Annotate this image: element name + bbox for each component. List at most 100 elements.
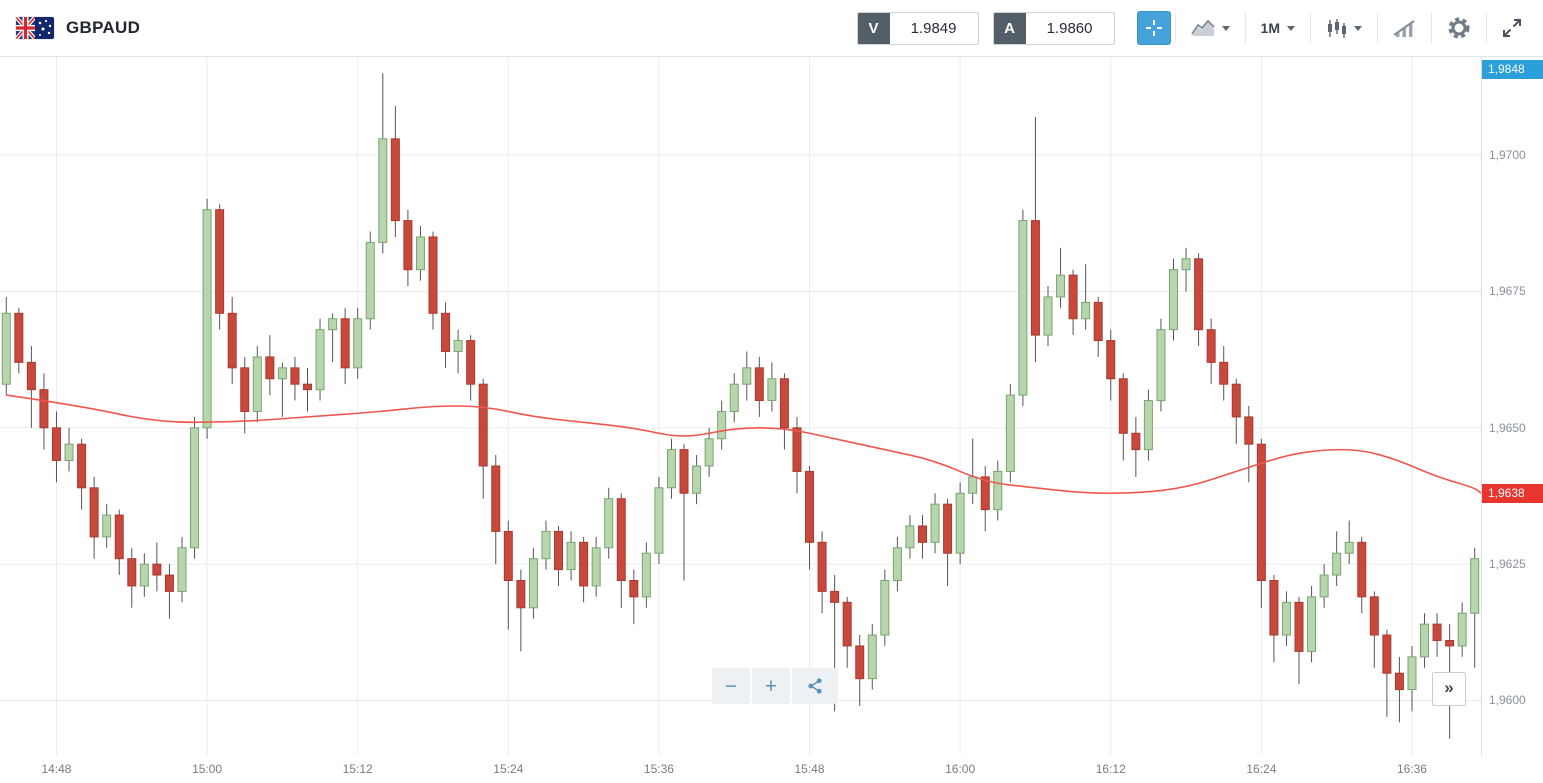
- candle-down: [39, 389, 49, 429]
- candle-up: [1281, 601, 1291, 636]
- candle-up: [1043, 296, 1053, 336]
- candle-up: [654, 487, 664, 554]
- price-tick-label: 1,9625: [1489, 557, 1526, 572]
- candle-down: [855, 645, 865, 680]
- candle-down: [917, 525, 927, 543]
- candle-down: [1256, 443, 1266, 581]
- candle-up: [641, 552, 651, 598]
- candle-down: [754, 367, 764, 402]
- price-axis[interactable]: 1,9700 1,9675 1,9650 1,9625 1,9600 1,9848 1,96…: [1481, 57, 1543, 755]
- price-tick-label: 1,9675: [1489, 284, 1526, 299]
- chart-style-button[interactable]: [1180, 8, 1241, 48]
- scroll-to-latest-button[interactable]: »: [1432, 672, 1466, 706]
- indicators-button[interactable]: [1382, 8, 1427, 48]
- candle-up: [252, 356, 262, 412]
- time-tick-label: 14:48: [41, 762, 72, 776]
- share-button[interactable]: [792, 668, 838, 704]
- candle-up: [1081, 301, 1091, 320]
- time-tick-label: 15:24: [493, 762, 524, 776]
- candle-up: [528, 558, 538, 609]
- candle-up: [202, 209, 212, 429]
- expand-icon: [1503, 19, 1521, 37]
- separator: [1244, 13, 1246, 43]
- gbp-aud-flag-icon: [16, 17, 54, 39]
- candle-up: [729, 383, 739, 412]
- candle-up: [1407, 656, 1417, 691]
- candle-up: [1056, 274, 1066, 298]
- candle-down: [1357, 541, 1367, 598]
- candle-up: [1319, 574, 1329, 598]
- candle-up: [880, 580, 890, 636]
- candle-down: [679, 449, 689, 494]
- candle-up: [1307, 596, 1317, 652]
- candle-down: [792, 427, 802, 472]
- candle-down: [390, 138, 400, 222]
- candle-down: [491, 465, 501, 532]
- crosshair-icon: [1145, 20, 1162, 36]
- candle-down: [1106, 340, 1116, 380]
- sell-quote[interactable]: V 1.9849: [856, 11, 979, 45]
- buy-quote[interactable]: A 1.9860: [992, 11, 1115, 45]
- candle-down: [516, 580, 526, 609]
- candle-down: [164, 574, 174, 592]
- candle-down: [51, 427, 61, 462]
- indicators-icon: [1393, 19, 1415, 37]
- toolbar-controls: V 1.9849 A 1.9860 1M: [856, 0, 1533, 57]
- candle-down: [1445, 639, 1455, 647]
- candle-down: [830, 590, 840, 603]
- timeframe-label: 1M: [1260, 20, 1280, 36]
- buy-tag: A: [993, 12, 1026, 44]
- candle-up: [1344, 541, 1354, 554]
- candle-up: [692, 465, 702, 494]
- candle-down: [1194, 258, 1204, 331]
- candle-up: [742, 367, 752, 385]
- instrument-info: GBPAUD: [16, 17, 140, 39]
- separator: [1486, 13, 1487, 43]
- candle-up: [1005, 394, 1015, 472]
- settings-button[interactable]: [1436, 8, 1482, 48]
- time-tick-label: 15:48: [794, 762, 825, 776]
- candle-down: [290, 367, 300, 385]
- candle-up: [704, 438, 714, 467]
- candle-style-button[interactable]: [1315, 8, 1373, 48]
- candle-up: [1, 312, 11, 385]
- candle-up: [892, 547, 902, 581]
- candle-down: [227, 312, 237, 369]
- candle-down: [1231, 383, 1241, 418]
- candle-down: [114, 514, 124, 560]
- candle-down: [441, 312, 451, 352]
- crosshair-tool-button[interactable]: [1136, 11, 1171, 45]
- moving-average-line: [6, 394, 1481, 495]
- time-axis[interactable]: 14:48 15:00 15:12 15:24 15:36 15:48 16:00 16:12…: [0, 755, 1481, 783]
- zoom-in-button[interactable]: +: [752, 668, 790, 704]
- candle-down: [1244, 416, 1254, 445]
- candle-down: [554, 530, 564, 571]
- candlestick-chart[interactable]: [0, 57, 1481, 755]
- zoom-controls: − +: [712, 668, 838, 704]
- candle-up: [378, 138, 388, 243]
- candle-up: [955, 492, 965, 554]
- candle-up: [566, 541, 576, 571]
- fullscreen-button[interactable]: [1491, 8, 1533, 48]
- candle-down: [805, 470, 815, 543]
- separator: [1431, 13, 1432, 43]
- time-tick-label: 15:00: [192, 762, 223, 776]
- candle-up: [64, 443, 74, 462]
- timeframe-button[interactable]: 1M: [1250, 8, 1306, 48]
- price-tick-label: 1,9600: [1489, 693, 1526, 708]
- time-tick-label: 16:24: [1246, 762, 1277, 776]
- time-tick-label: 16:36: [1396, 762, 1427, 776]
- candle-down: [779, 378, 789, 429]
- price-tick-label: 1,9700: [1489, 148, 1526, 163]
- line-chart-style-icon: [1190, 19, 1215, 36]
- candle-down: [265, 356, 275, 380]
- candle-down: [240, 367, 250, 412]
- candle-up: [1470, 558, 1480, 614]
- candle-down: [478, 383, 488, 467]
- zoom-out-button[interactable]: −: [712, 668, 750, 704]
- candle-up: [930, 503, 940, 543]
- candle-up: [1018, 220, 1028, 396]
- candle-down: [1219, 361, 1229, 385]
- candle-up: [717, 410, 727, 440]
